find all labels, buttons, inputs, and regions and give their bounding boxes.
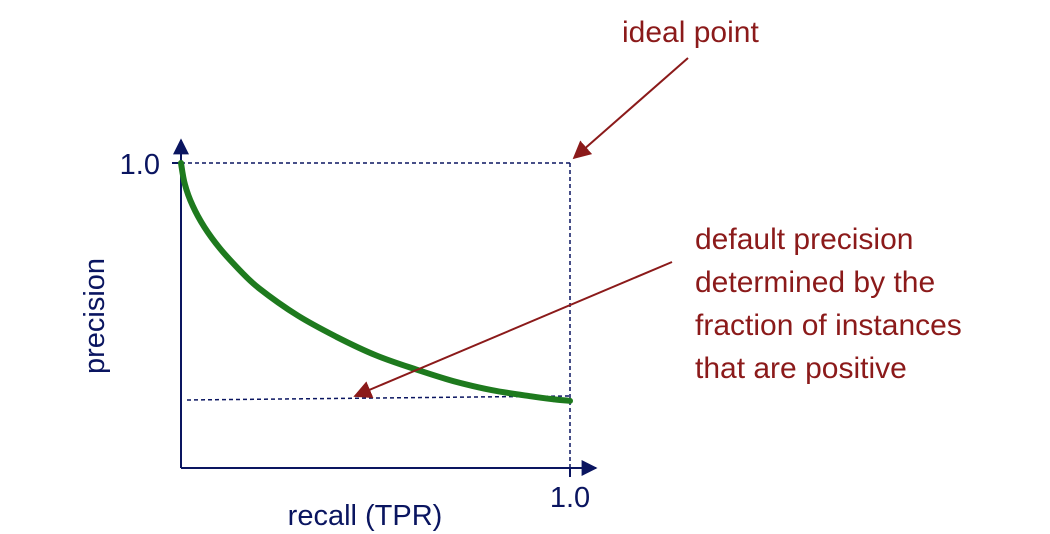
default-precision-label-line-2: determined by the (695, 266, 935, 299)
y-axis-label: precision (79, 258, 111, 374)
default-precision-guide (186, 395, 571, 401)
default-precision-arrow (353, 261, 673, 398)
x-tick-label: 1.0 (550, 482, 590, 514)
default-precision-label-line-3: fraction of instances (695, 309, 962, 342)
default-precision-label-line-4: that are positive (695, 352, 907, 385)
precision-recall-curve (178, 160, 573, 404)
x-axis-label: recall (TPR) (288, 500, 443, 532)
ideal-point-arrow (572, 57, 689, 160)
ideal-point-label: ideal point (622, 16, 759, 49)
y-tick-label: 1.0 (120, 149, 160, 181)
default-precision-label-line-1: default precision (695, 223, 913, 256)
